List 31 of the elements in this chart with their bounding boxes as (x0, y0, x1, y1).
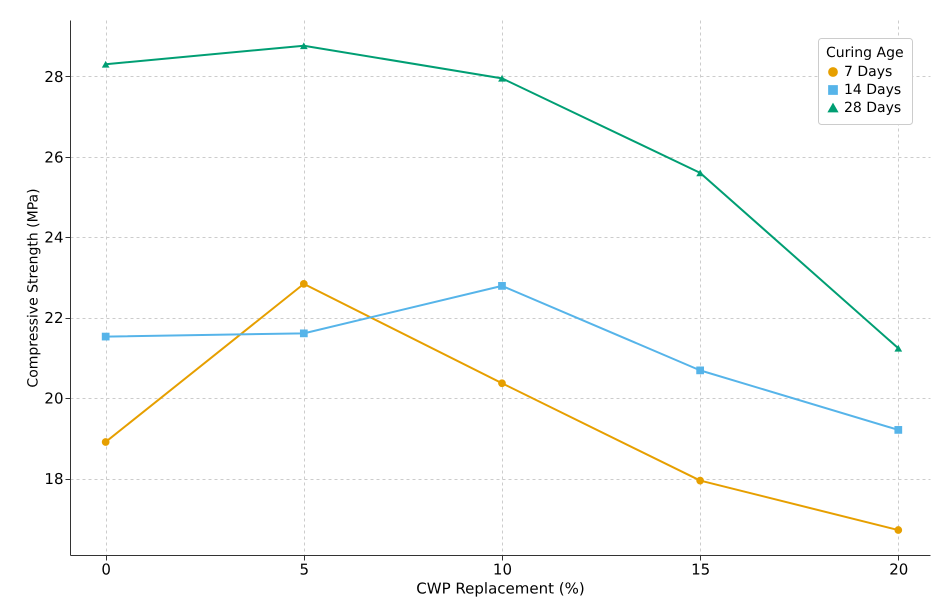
point (102, 332, 110, 340)
x-tick-label: 20 (889, 560, 908, 578)
y-tick-label: 18 (44, 470, 64, 488)
x-tick-label: 5 (300, 560, 310, 578)
legend-label: 7 Days (844, 64, 892, 80)
point (696, 476, 704, 484)
y-tick-label: 22 (44, 309, 64, 328)
x-axis-title: CWP Replacement (%) (416, 580, 585, 598)
point (498, 379, 506, 388)
y-tick-label: 20 (44, 390, 64, 408)
legend-title: Curing Age (826, 45, 904, 61)
point (498, 282, 506, 290)
point (300, 42, 308, 50)
point (894, 526, 902, 534)
x-tick-label: 15 (691, 560, 710, 578)
x-tick-label: 0 (101, 560, 111, 578)
x-tick-label: 10 (492, 560, 512, 578)
point (894, 344, 902, 352)
point (696, 366, 704, 374)
point (894, 426, 902, 434)
point (300, 280, 308, 288)
legend-label: 14 Days (844, 82, 902, 98)
point (300, 329, 308, 338)
point (102, 60, 110, 68)
y-axis-title: Compressive Strength (MPa) (25, 188, 42, 388)
y-tick-label: 24 (44, 228, 64, 247)
point (102, 438, 110, 446)
y-tick-label: 28 (44, 68, 64, 86)
legend-label: 28 Days (844, 100, 902, 116)
y-tick-label: 26 (44, 148, 64, 166)
point (498, 74, 506, 82)
